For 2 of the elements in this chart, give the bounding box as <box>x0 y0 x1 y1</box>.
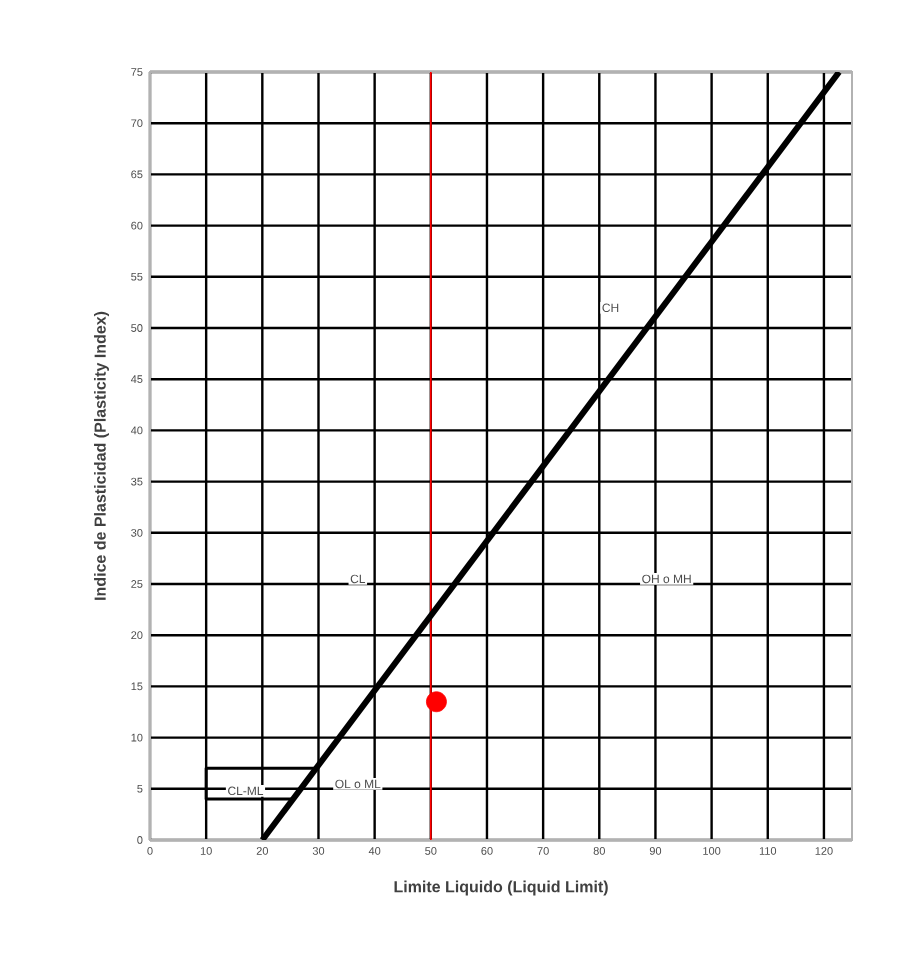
y-axis-title: Indice de Plasticidad (Plasticity Index) <box>94 311 109 600</box>
x-axis-title: Limite Liquido (Liquid Limit) <box>394 880 608 896</box>
